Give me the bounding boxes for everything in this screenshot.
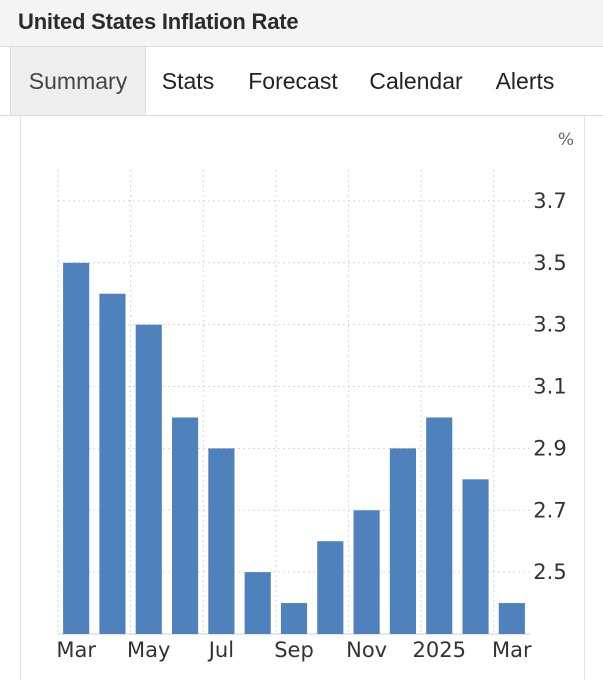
x-tick-label: 2025 (413, 638, 466, 662)
chart-grid (57, 170, 530, 635)
page-title: United States Inflation Rate (18, 9, 299, 34)
page-header: United States Inflation Rate (0, 0, 603, 47)
x-tick-label: Nov (346, 638, 387, 662)
bar-apr[interactable] (99, 293, 126, 634)
x-tick-label: Sep (274, 638, 314, 662)
x-axis-ticks: Mar May Jul Sep Nov 2025 Mar (56, 638, 532, 662)
y-tick-label: 3.1 (533, 375, 566, 399)
bar-sep[interactable] (280, 603, 308, 634)
bar-nov[interactable] (353, 510, 380, 634)
x-tick-label: Mar (56, 638, 96, 662)
tab-stats[interactable]: Stats (161, 68, 215, 94)
y-tick-label: 3.3 (533, 313, 566, 337)
bar-mar[interactable] (498, 603, 525, 634)
bar-jun[interactable] (172, 417, 199, 634)
bar-mar[interactable] (63, 262, 90, 634)
y-tick-label: 3.5 (533, 251, 566, 275)
bar-feb[interactable] (462, 479, 489, 634)
tab-calendar[interactable]: Calendar (369, 68, 463, 94)
tab-bar: Summary Stats Forecast Calendar Alerts (0, 47, 603, 116)
bar-2025[interactable] (426, 417, 453, 634)
y-tick-label: 2.7 (533, 498, 566, 522)
tab-alerts[interactable]: Alerts (495, 68, 555, 94)
y-tick-label: 3.7 (533, 189, 566, 213)
bar-jul[interactable] (208, 448, 235, 634)
x-tick-label: Jul (207, 638, 234, 662)
bar-aug[interactable] (244, 572, 271, 634)
x-tick-label: May (127, 638, 170, 662)
tab-forecast[interactable]: Forecast (248, 68, 338, 94)
bar-oct[interactable] (317, 541, 344, 634)
y-axis-unit: % (558, 130, 574, 150)
tab-summary[interactable]: Summary (10, 47, 146, 115)
y-axis-ticks: 2.5 2.7 2.9 3.1 3.3 3.5 3.7 (533, 189, 566, 584)
bar-may[interactable] (135, 324, 162, 634)
y-tick-label: 2.5 (533, 560, 566, 584)
y-tick-label: 2.9 (533, 436, 566, 460)
bar-dec[interactable] (389, 448, 416, 634)
x-tick-label: Mar (492, 638, 532, 662)
chart-bars (63, 262, 525, 634)
